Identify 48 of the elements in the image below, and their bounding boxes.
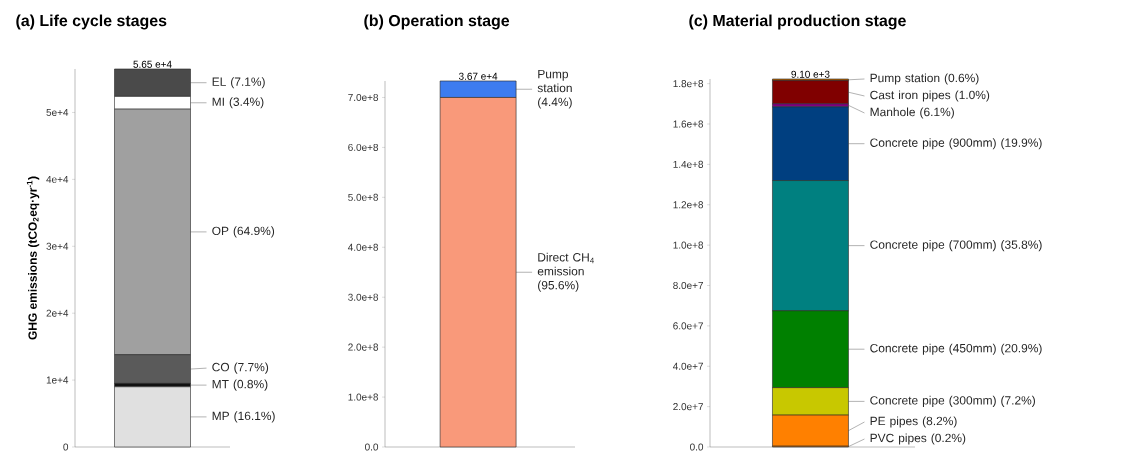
chart-title: (b) Operation stage [364,14,510,30]
y-tick-label: 1e+4 [46,376,69,384]
chart-title: (c) Material production stage [689,14,906,30]
y-tick-label: 1.0e+8 [673,241,704,249]
y-tick-label: 1.8e+8 [673,80,704,88]
annotation: Concrete pipe (450mm) (20.9%) [870,343,1042,355]
y-tick-label: 1.0e+8 [348,393,379,401]
text: 5.65 e+4 [133,60,172,68]
y-tick-label: 0.0 [365,443,379,451]
y-tick-label: 4e+4 [46,175,69,183]
y-axis-title: GHG emissions (tCO$_{2}$eq·yr$^{-1}$) [26,176,40,340]
annotation: Concrete pipe (300mm) (7.2%) [870,395,1035,407]
y-tick-label: 0 [63,443,69,451]
y-tick-label: 4.0e+7 [672,362,703,370]
y-tick-label: 1.4e+8 [673,160,704,168]
y-tick-label: 1.6e+8 [673,120,704,128]
y-tick-label: 0.0 [690,443,704,451]
text: 9.10 e+3 [791,70,830,78]
annotation: Concrete pipe (700mm) (35.8%) [870,240,1042,252]
annotation: PVC pipes (0.2%) [870,433,966,445]
y-tick-label: 1.2e+8 [673,201,704,209]
y-tick-label: 2e+4 [46,309,69,317]
annotation: Concrete pipe (900mm) (19.9%) [870,138,1042,150]
y-tick-label: 5e+4 [46,109,69,116]
annotation: MI (3.4%) [212,97,264,109]
annotation: CO (7.7%) [212,362,269,374]
y-tick-label: 2.0e+8 [348,343,379,351]
annotation: MT (0.8%) [212,379,268,391]
annotation: Pump station (4.4%) [537,69,572,109]
y-tick-label: 5.0e+8 [348,193,379,201]
y-tick-label: 4.0e+8 [347,243,379,251]
text: 3.67 e+4 [458,72,498,80]
annotation: Manhole (6.1%) [870,107,954,119]
y-tick-label: 7.0e+8 [348,93,379,101]
annotation: MP (16.1%) [212,411,275,423]
y-tick-label: 8.0e+7 [673,281,703,290]
annotation: Cast iron pipes (1.0%) [870,90,990,102]
chart-title: (a) Life cycle stages [16,14,167,30]
y-tick-label: 6.0e+7 [673,322,703,330]
y-tick-label: 3e+4 [46,242,69,250]
annotation: PE pipes (8.2%) [870,416,957,428]
y-tick-label: 6.0e+8 [348,143,379,151]
annotation: Pump station (0.6%) [870,73,979,85]
y-tick-label: 3.0e+8 [348,293,379,301]
annotation: Direct CH$_{4}$ emission (95.6%) [537,252,594,292]
y-tick-label: 2.0e+7 [673,403,703,411]
annotation: EL (7.1%) [212,77,265,89]
annotation: OP (64.9%) [212,226,275,238]
